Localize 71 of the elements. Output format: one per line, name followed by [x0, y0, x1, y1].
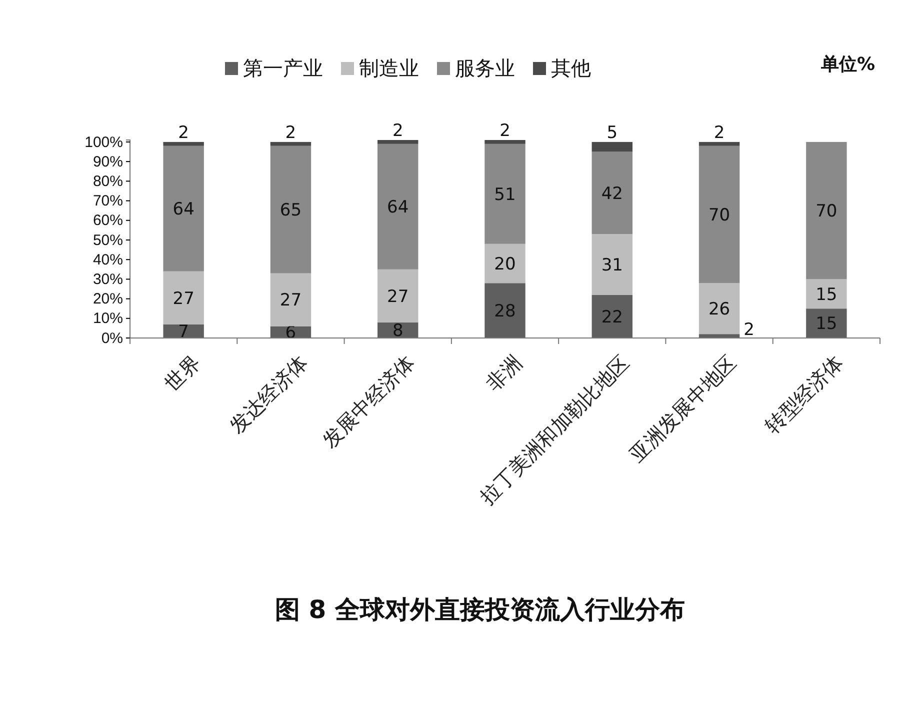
- bar: [484, 244, 526, 284]
- data-label: 22: [601, 307, 623, 328]
- legend-label: 第一产业: [243, 56, 323, 80]
- legend-label: 其他: [551, 56, 591, 80]
- data-label: 64: [172, 200, 194, 220]
- data-label: 70: [708, 205, 730, 226]
- bar: [806, 279, 847, 309]
- data-label: 42: [601, 184, 623, 204]
- x-tick-label: 发展中经济体: [317, 350, 420, 452]
- x-tick-label: 转型经济体: [760, 350, 848, 438]
- data-label: 2: [714, 122, 725, 143]
- bar: [378, 144, 418, 270]
- y-tick-label: 0%: [101, 330, 123, 347]
- bar: [163, 146, 204, 272]
- data-label: 26: [708, 300, 730, 320]
- data-label: 51: [494, 184, 516, 205]
- data-label: 27: [280, 290, 302, 311]
- legend-label: 制造业: [359, 56, 419, 80]
- x-tick-label: 非洲: [481, 350, 526, 396]
- data-label: 27: [387, 286, 409, 307]
- data-label: 8: [392, 321, 404, 342]
- bar: [163, 271, 204, 324]
- data-label: 28: [494, 302, 516, 322]
- bar: [378, 140, 418, 144]
- data-label: 31: [601, 255, 623, 276]
- bar: [484, 140, 526, 144]
- y-tick-label: 70%: [92, 192, 123, 210]
- data-label: 2: [500, 121, 510, 141]
- bar: [698, 146, 740, 284]
- bar: [270, 146, 312, 274]
- x-tick-label: 发达经济体: [224, 350, 312, 438]
- data-label: 15: [816, 314, 838, 334]
- legend-label: 服务业: [455, 56, 515, 80]
- data-label: 2: [178, 122, 189, 143]
- y-tick-label: 20%: [92, 290, 123, 308]
- y-tick-label: 100%: [84, 134, 123, 151]
- y-tick-label: 60%: [92, 212, 123, 230]
- text: 单位%: [820, 54, 875, 75]
- y-tick-label: 80%: [92, 172, 123, 190]
- data-label: 15: [816, 284, 838, 305]
- bar: [378, 269, 418, 322]
- x-tick-label: 世界: [160, 350, 206, 396]
- bar: [163, 142, 204, 146]
- data-label: 5: [606, 122, 618, 143]
- y-tick-label: 40%: [92, 251, 123, 268]
- bar: [592, 142, 632, 152]
- data-label: 2: [744, 320, 754, 340]
- data-label: 2: [392, 121, 404, 141]
- text: 图 8 全球对外直接投资流入行业分布: [275, 595, 685, 624]
- bar: [484, 144, 526, 244]
- bar: [270, 142, 312, 146]
- data-label: 64: [387, 198, 409, 218]
- bar: [592, 294, 632, 338]
- data-label: 2: [285, 122, 296, 143]
- data-label: 70: [816, 202, 838, 222]
- y-tick-label: 10%: [92, 310, 123, 328]
- y-tick-label: 30%: [92, 270, 123, 288]
- data-label: 65: [280, 200, 302, 221]
- bar: [806, 142, 847, 280]
- data-label: 27: [172, 288, 194, 309]
- bar: [592, 234, 632, 295]
- bar: [698, 142, 740, 146]
- y-tick-label: 50%: [92, 232, 123, 249]
- data-label: 7: [178, 322, 189, 342]
- bar: [592, 152, 632, 234]
- bar: [270, 273, 312, 326]
- y-tick-label: 90%: [92, 153, 123, 170]
- bar: [806, 308, 847, 338]
- bar: [484, 283, 526, 338]
- bar: [698, 283, 740, 334]
- data-label: 20: [494, 254, 516, 274]
